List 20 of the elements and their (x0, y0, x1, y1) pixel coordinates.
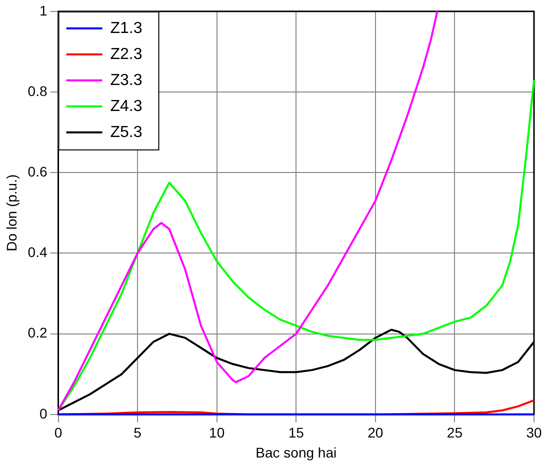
x-tick-label: 15 (288, 424, 304, 441)
legend-label: Z4.3 (110, 98, 142, 115)
x-tick-label: 5 (134, 424, 142, 441)
legend-label: Z1.3 (110, 20, 142, 37)
x-axis-title: Bac song hai (256, 444, 337, 460)
x-tick-label: 25 (446, 424, 463, 441)
legend-label: Z5.3 (110, 124, 142, 141)
y-tick-label: 0 (39, 405, 48, 422)
y-tick-label: 0.6 (28, 163, 48, 180)
y-tick-label: 0.8 (28, 82, 48, 99)
y-tick-label: 1 (39, 2, 48, 18)
y-tick-label: 0.2 (28, 324, 48, 341)
y-axis-title: Do lon (p.u.) (3, 174, 20, 252)
legend-label: Z2.3 (110, 46, 142, 63)
x-tick-label: 30 (526, 424, 542, 441)
legend-label: Z3.3 (110, 72, 142, 89)
x-tick-label: 0 (54, 424, 62, 441)
x-tick-label: 20 (368, 424, 384, 441)
y-tick-label: 0.4 (28, 244, 48, 260)
x-tick-label: 10 (209, 424, 225, 441)
